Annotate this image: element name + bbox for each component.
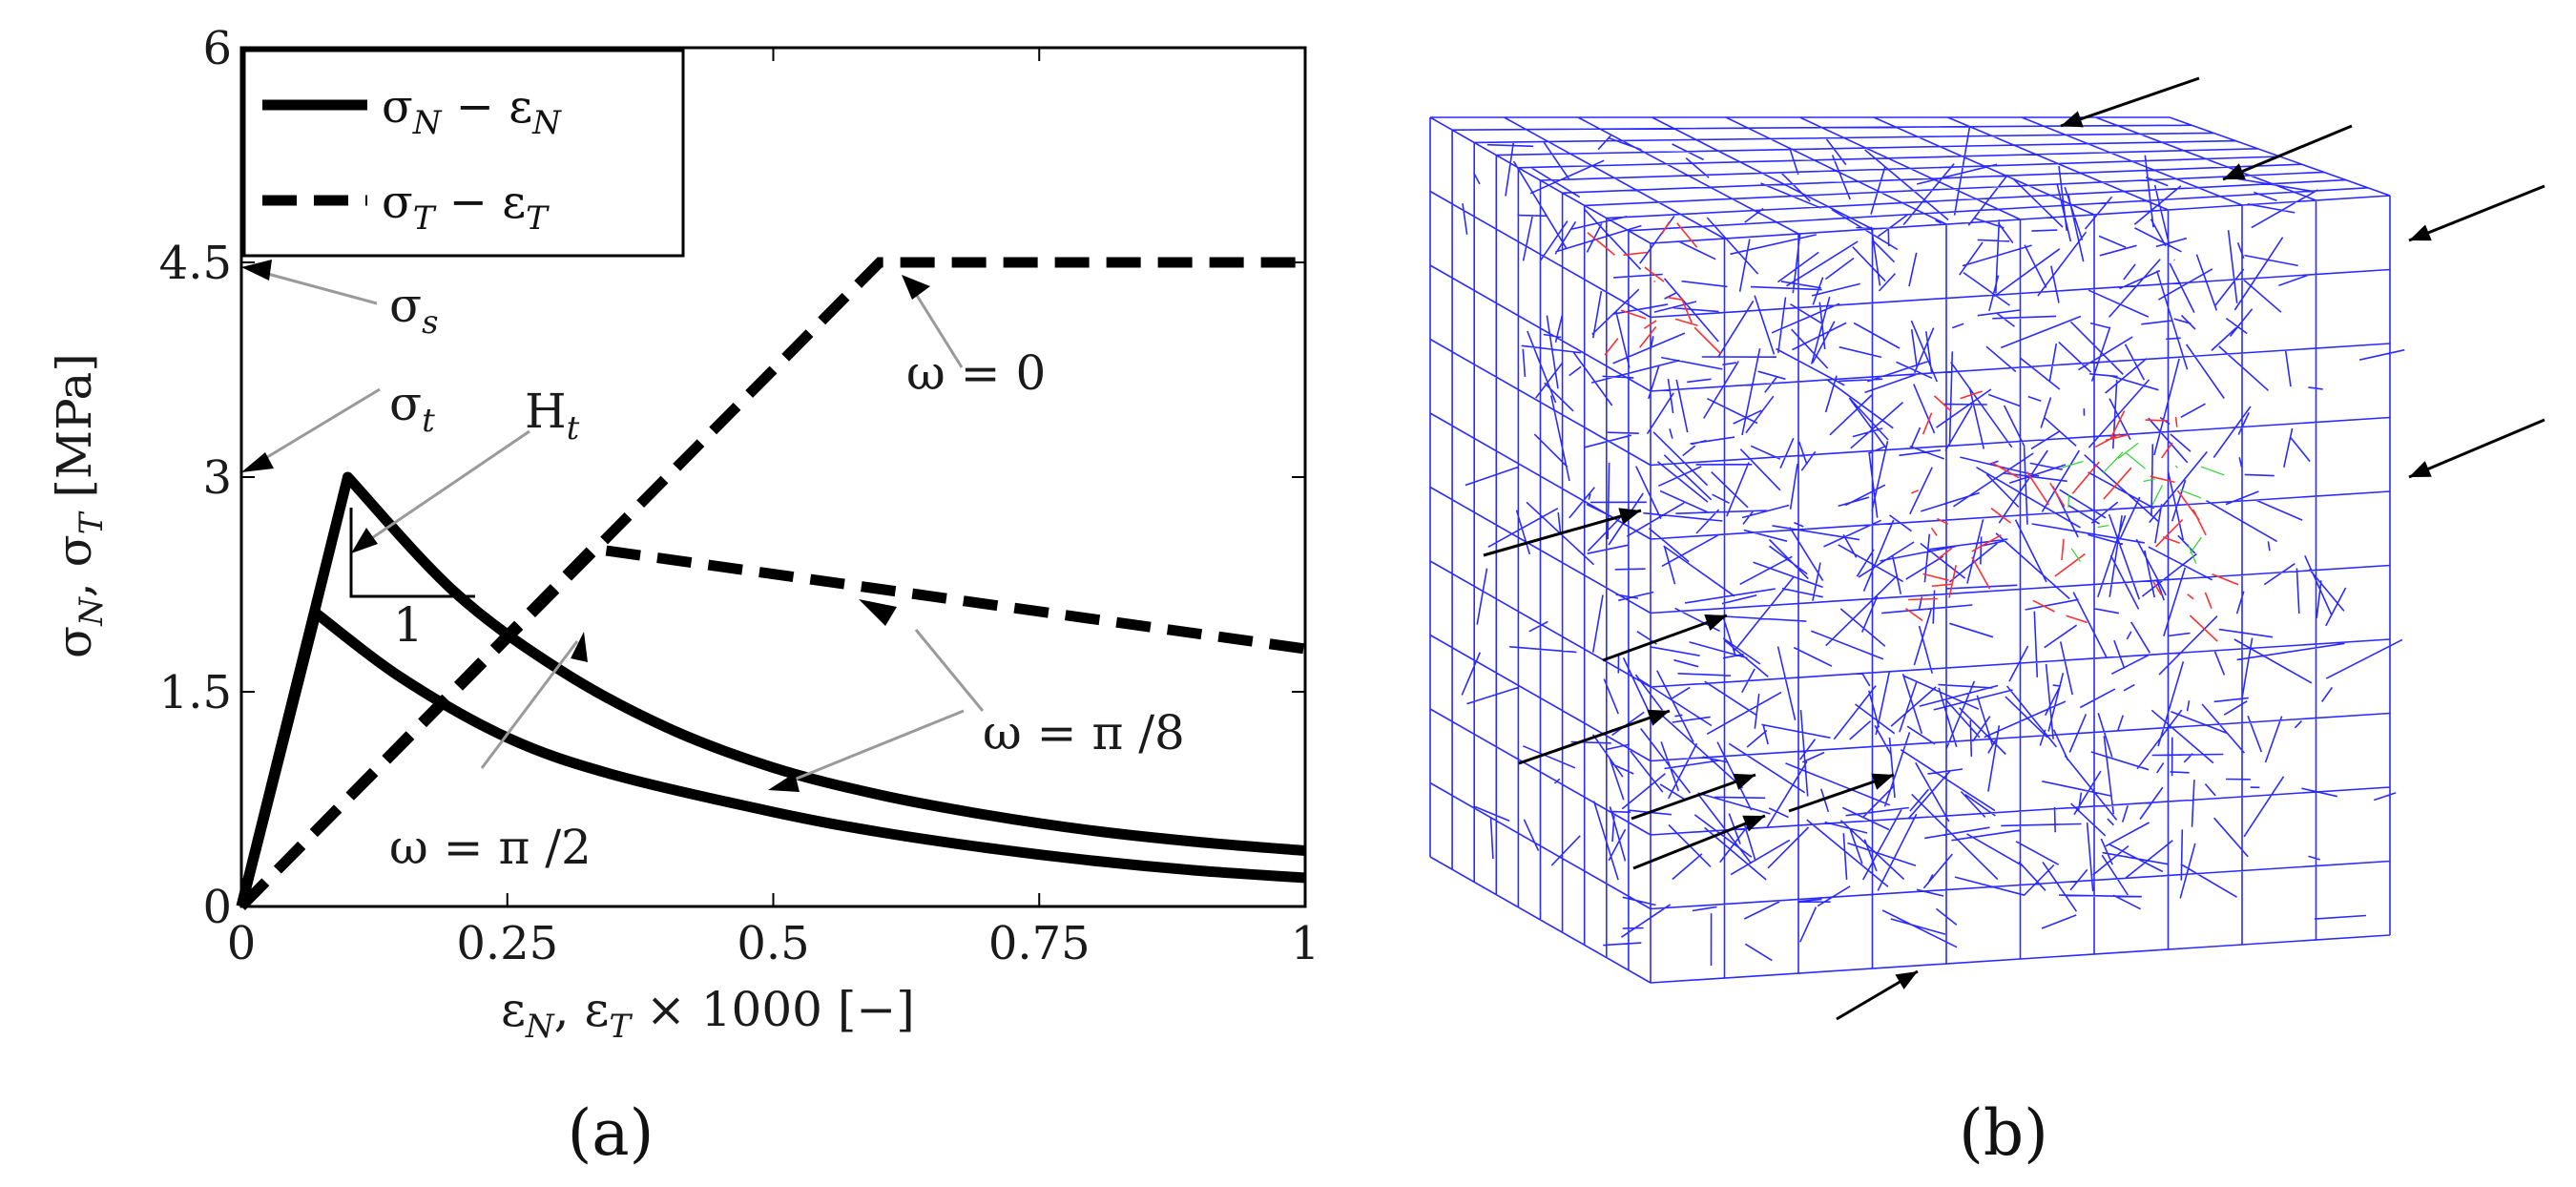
x-tick-label: 0.5 <box>737 917 809 970</box>
ht-label: Ht <box>525 384 580 448</box>
damaged-elements <box>1587 221 2239 642</box>
stress-strain-chart: 0 0.25 0.5 0.75 1 0 1.5 3 4.5 6 1 σs σt <box>47 22 1319 1170</box>
sigma-t-arrowhead <box>241 452 274 472</box>
series-line-tangential-omega-0 <box>238 257 1305 910</box>
ht-leader <box>360 429 530 548</box>
load-arrow <box>2060 76 2200 128</box>
x-tick-label: 0.25 <box>456 917 558 970</box>
legend-entry-tangential: σT − εT <box>382 176 550 238</box>
x-tick-label: 1 <box>1291 917 1320 970</box>
legend: σN − εN σT − εT <box>242 49 685 258</box>
load-arrow <box>1483 509 1642 557</box>
wireframe-cube-mesh <box>1429 116 2405 984</box>
y-tick-label: 0 <box>202 881 232 934</box>
load-arrows <box>1483 76 2545 1021</box>
partially-damaged-elements <box>2061 442 2225 564</box>
series-line-tangential-omega-pi8 <box>238 543 1306 910</box>
sigma-s-label: σs <box>389 278 439 342</box>
load-arrowhead <box>2223 163 2246 179</box>
legend-entry-normal: σN − εN <box>382 80 562 142</box>
annotation-leaders <box>249 267 985 786</box>
y-tick-label: 3 <box>202 451 232 505</box>
omega-pi2-arrowhead <box>571 632 588 662</box>
load-arrowhead <box>2409 461 2432 477</box>
slope-one-label: 1 <box>393 597 424 653</box>
y-tick-label: 6 <box>202 22 232 75</box>
annotation-arrowheads <box>241 260 930 792</box>
load-arrow <box>2222 124 2353 181</box>
load-arrowhead <box>2061 111 2084 128</box>
load-arrowhead <box>1895 971 1918 989</box>
sigma-t-label: σt <box>389 376 435 440</box>
mesh-illustration: (b) <box>1429 76 2545 1170</box>
load-arrowhead <box>1704 614 1727 631</box>
y-tick-labels: 0 1.5 3 4.5 6 <box>159 22 232 934</box>
x-axis-label: εN, εT × 1000 [−] <box>501 982 915 1046</box>
sigma-s-arrowhead <box>241 260 272 281</box>
omega-pi8-leader-solid <box>781 709 965 786</box>
x-tick-labels: 0 0.25 0.5 0.75 1 <box>227 917 1320 970</box>
load-arrowhead <box>2409 224 2432 241</box>
omega-pi8-arrowhead-solid <box>768 773 800 792</box>
omega-0-label: ω = 0 <box>906 345 1046 401</box>
omega-pi8-leader-dashed <box>914 629 985 712</box>
y-axis-label: σN, σT [MPa] <box>47 353 111 658</box>
mesh-edges <box>1429 116 2405 984</box>
y-tick-label: 4.5 <box>159 237 232 290</box>
omega-pi8-arrowhead-dashed <box>859 599 897 626</box>
omega-0-leader <box>909 285 964 368</box>
x-tick-label: 0.75 <box>988 917 1091 970</box>
omega-pi2-label: ω = π /2 <box>389 820 592 875</box>
load-arrowhead <box>1647 709 1670 726</box>
load-arrowhead <box>1871 773 1894 790</box>
slope-triangle <box>349 508 475 598</box>
load-arrow <box>2408 418 2545 479</box>
ht-arrowhead <box>351 528 378 553</box>
y-tick-label: 1.5 <box>159 666 232 719</box>
panel-b-label: (b) <box>1959 1096 2048 1170</box>
x-tick-label: 0 <box>227 917 257 970</box>
omega-pi8-label: ω = π /8 <box>983 705 1185 760</box>
omega-pi2-leader <box>480 640 579 769</box>
omega-0-arrowhead <box>902 275 930 300</box>
load-arrow <box>1632 814 1766 870</box>
load-arrow <box>1518 709 1671 765</box>
sigma-t-leader <box>249 387 381 469</box>
load-arrowhead <box>1733 773 1755 790</box>
load-arrow <box>2408 184 2545 242</box>
legend-box <box>242 49 685 258</box>
load-arrow <box>1602 614 1728 662</box>
load-arrowhead <box>1742 815 1765 832</box>
sigma-s-leader <box>249 267 378 305</box>
panel-a-label: (a) <box>568 1096 654 1170</box>
load-arrow <box>1631 773 1756 821</box>
load-arrowhead <box>1618 508 1641 525</box>
